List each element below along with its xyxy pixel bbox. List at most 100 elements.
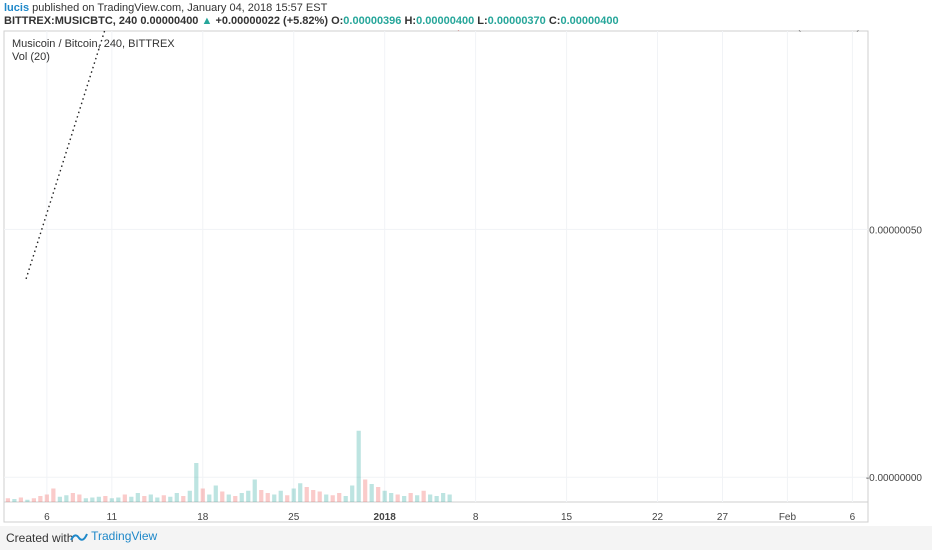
volume-bar [408, 493, 413, 502]
low-value: 0.00000370 [487, 15, 546, 27]
volume-bar [181, 496, 186, 502]
volume-bar [109, 498, 114, 502]
volume-bar [148, 494, 153, 502]
fibonacci-levels: 0.5(0.00000799)0.382(0.00000632)0.236(0.… [792, 30, 860, 33]
volume-bar [278, 490, 283, 502]
time-axis: 6 11 18 25 2018 8 15 22 27 Feb 6 [44, 512, 856, 523]
volume-bar [135, 493, 140, 502]
brand-label: TradingView [91, 529, 158, 543]
volume-bar [168, 496, 173, 502]
volume-bar [285, 495, 290, 502]
volume-bar [57, 496, 62, 502]
volume-bar [298, 483, 303, 502]
time-tick-label: 27 [717, 512, 729, 523]
volume-bar [194, 463, 199, 502]
volume-bar [233, 496, 238, 502]
volume-bar [343, 496, 348, 502]
volume-bar [12, 499, 17, 502]
volume-bar [317, 491, 322, 502]
tradingview-brand[interactable]: TradingView [70, 529, 157, 543]
volume-bar [304, 487, 309, 502]
volume-bar [200, 488, 205, 502]
time-tick-label: 8 [473, 512, 479, 523]
price-change: +0.00000022 (+5.82%) [215, 15, 328, 27]
low-label: L: [477, 15, 488, 27]
volume-bar [402, 496, 407, 502]
volume-bar [428, 494, 433, 502]
volume-bars [5, 430, 452, 502]
high-value: 0.00000400 [416, 15, 475, 27]
volume-bar [103, 496, 108, 502]
volume-bar [64, 495, 69, 502]
price-chart[interactable]: 0.5(0.00000799)0.382(0.00000632)0.236(0.… [0, 30, 932, 526]
published-text: published on TradingView.com, January 04… [32, 2, 328, 14]
volume-bar [207, 494, 212, 502]
top-info-bar: lucis published on TradingView.com, Janu… [0, 0, 932, 30]
close-label: C: [548, 15, 561, 27]
volume-bar [252, 479, 257, 502]
volume-bar [350, 485, 355, 502]
time-tick-label: 2018 [374, 512, 397, 523]
volume-bar [142, 496, 147, 502]
time-tick-label: 6 [44, 512, 50, 523]
volume-bar [96, 496, 101, 502]
volume-bar [155, 497, 160, 502]
volume-bar [90, 497, 95, 502]
time-tick-label: 11 [107, 512, 118, 523]
volume-bar [324, 494, 329, 502]
volume-bar [70, 493, 75, 502]
volume-bar [369, 484, 374, 502]
time-tick-label: 18 [197, 512, 209, 523]
volume-bar [122, 494, 127, 502]
plot-frame [3, 30, 869, 523]
volume-bar [187, 490, 192, 502]
volume-bar [434, 496, 439, 502]
volume-bar [5, 498, 11, 502]
volume-bar [447, 494, 452, 502]
high-label: H: [404, 15, 417, 27]
volume-bar [259, 490, 264, 502]
volume-bar [213, 485, 218, 502]
volume-bar [239, 493, 244, 502]
author-link[interactable]: lucis [4, 2, 30, 14]
gridlines [4, 31, 868, 502]
volume-bar [246, 490, 251, 502]
volume-bar [44, 494, 49, 502]
volume-bar [330, 495, 335, 502]
volume-bar [174, 493, 179, 502]
footer-bar: Created with TradingView [0, 526, 932, 550]
volume-bar [272, 494, 277, 502]
chart-title: Musicoin / Bitcoin, 240, BITTREX [12, 38, 175, 50]
volume-bar [356, 430, 361, 502]
volume-bar [77, 494, 82, 502]
volume-bar [83, 498, 88, 502]
volume-label: Vol (20) [12, 51, 50, 63]
fib-label: 0(0.00000091) [792, 30, 860, 33]
ohlc-line: BITTREX:MUSICBTC, 240 0.00000400 ▲ +0.00… [4, 15, 619, 27]
time-tick-label: 15 [561, 512, 573, 523]
volume-bar [18, 497, 24, 502]
volume-bar [265, 493, 270, 502]
volume-bar [161, 495, 166, 502]
volume-bar [38, 496, 43, 502]
volume-bar [337, 493, 342, 502]
volume-bar [395, 494, 400, 502]
volume-bar [415, 495, 420, 502]
symbol-interval: BITTREX:MUSICBTC, 240 [4, 15, 138, 27]
open-label: O: [331, 15, 344, 27]
volume-bar [382, 490, 387, 502]
volume-bar [220, 491, 225, 502]
publish-line: lucis published on TradingView.com, Janu… [4, 2, 327, 14]
volume-bar [441, 493, 446, 502]
volume-bar [421, 490, 426, 502]
volume-bar [25, 499, 30, 502]
price-axis: 0.000008500.000008000.000007500.00000700… [866, 225, 923, 484]
price-tick-label: 0.00000050 [869, 225, 922, 236]
volume-bar [389, 493, 394, 502]
price-tick-label: -0.00000000 [866, 473, 923, 484]
volume-bar [376, 487, 381, 502]
time-tick-label: Feb [779, 512, 797, 523]
volume-bar [291, 488, 296, 502]
volume-bar [51, 488, 56, 502]
tradingview-logo-icon [70, 533, 88, 541]
